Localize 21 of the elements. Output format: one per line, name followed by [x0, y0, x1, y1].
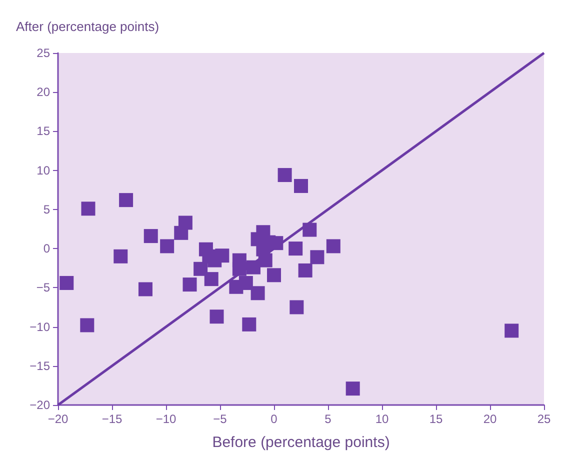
x-tick-label: 10: [375, 412, 389, 426]
x-tick-label: 0: [270, 412, 278, 426]
y-tick-label: 10: [36, 163, 50, 178]
x-tick-label: −10: [156, 412, 176, 426]
x-tick-label: −5: [213, 412, 228, 426]
x-axis-title: Before (percentage points): [212, 434, 390, 451]
x-tick-label: 5: [324, 412, 332, 426]
y-tick-label: 20: [36, 85, 50, 100]
x-tick-label: 15: [429, 412, 443, 426]
y-axis-title: After (percentage points): [16, 19, 160, 34]
y-tick-label: 15: [36, 124, 50, 138]
y-tick-label: 0: [43, 242, 50, 256]
y-tick-label: −10: [30, 320, 50, 334]
y-tick-label: −15: [30, 358, 50, 373]
y-tick-label: −20: [30, 398, 50, 412]
x-tick-label: −15: [102, 412, 122, 426]
y-tick-label: −5: [36, 280, 50, 295]
y-tick-label: 5: [43, 202, 50, 216]
x-tick-label: 25: [537, 412, 551, 426]
y-tick-label: 25: [36, 46, 50, 60]
x-tick-label: 20: [483, 412, 497, 426]
